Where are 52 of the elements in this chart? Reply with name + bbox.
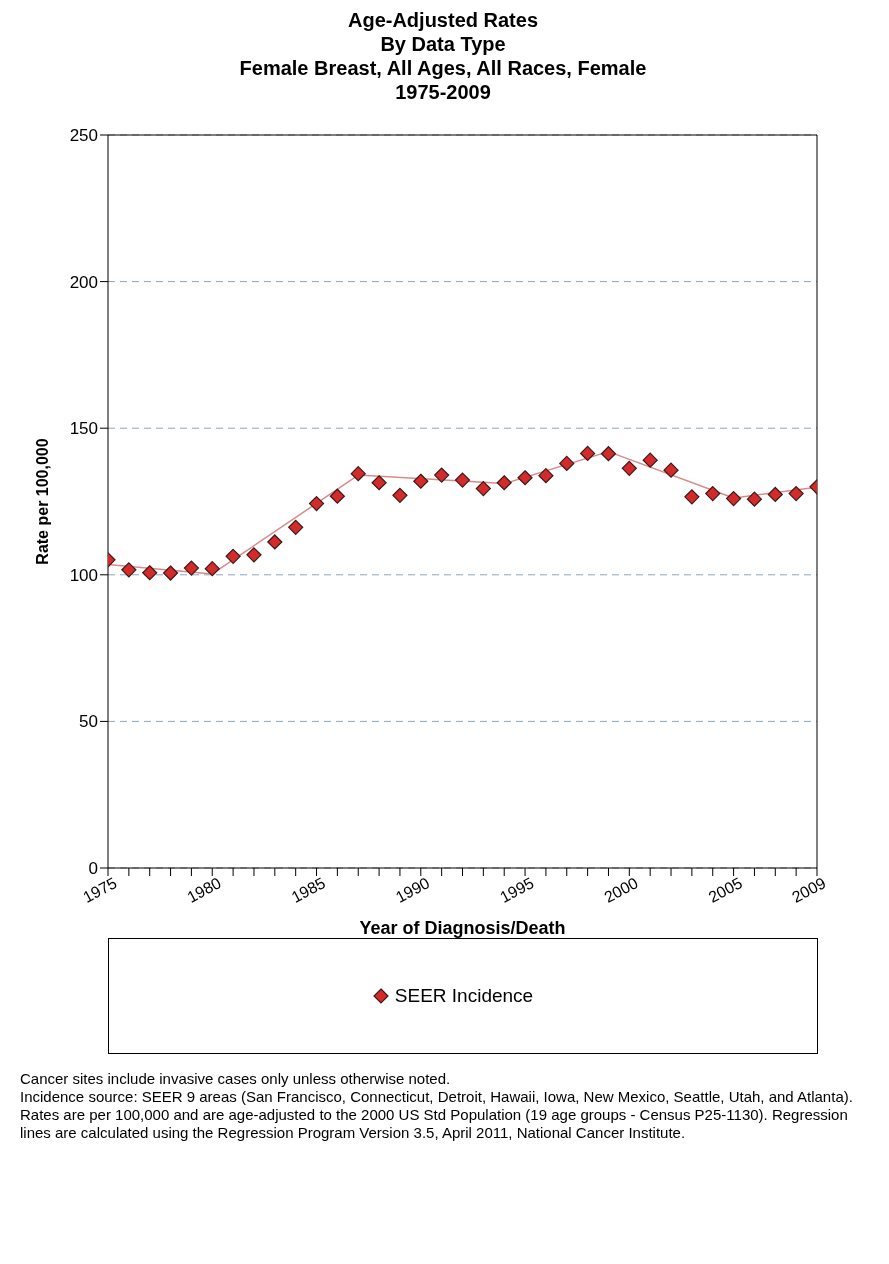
x-tick-label: 1985	[288, 874, 329, 906]
point	[580, 445, 596, 462]
y-tick-label: 50	[79, 712, 98, 732]
point	[142, 565, 158, 581]
point	[684, 489, 700, 505]
y-tick-label: 250	[69, 126, 98, 146]
point	[454, 472, 471, 488]
point	[371, 475, 387, 491]
x-tick-label: 1990	[392, 874, 433, 906]
point	[392, 487, 408, 503]
point	[600, 446, 617, 462]
text: Rates are per 100,000 and are age-adjusted to the 2000 US Std Population (19 age groups - Census P25-1130). Regression lines are calculated using the Regression Program Version 3.5, April 2011, National Cancer Institute.	[20, 1106, 849, 1142]
legend-label: SEER Incidence	[394, 985, 534, 1007]
point	[746, 491, 763, 507]
x-tick-label: 1980	[184, 874, 224, 906]
point	[621, 460, 637, 476]
text: Cancer sites include invasive cases only unless otherwise noted.	[20, 1070, 452, 1088]
point	[434, 467, 450, 483]
point	[225, 548, 241, 564]
text: Incidence source: SEER 9 areas (San Francisco, Connecticut, Detroit, Hawaii, Iowa, New Mexico, Seattle, Utah, and Atlanta).	[20, 1088, 854, 1106]
point	[267, 534, 283, 550]
point	[663, 462, 679, 478]
point	[496, 475, 512, 491]
x-tick-label: 1995	[497, 874, 537, 906]
y-tick-label: 100	[69, 565, 98, 585]
point	[329, 488, 345, 504]
point	[475, 481, 491, 497]
x-tick-label: 2000	[601, 874, 641, 906]
y-axis-title: Rate per 100,000	[33, 438, 51, 565]
point	[350, 466, 366, 482]
point	[288, 519, 304, 535]
point	[559, 455, 575, 471]
x-tick-label: 2005	[705, 874, 746, 906]
y-tick-label: 150	[69, 419, 98, 439]
point	[246, 547, 262, 563]
point	[725, 490, 742, 507]
point	[705, 485, 721, 502]
x-axis-title: Year of Diagnosis/Death	[359, 918, 566, 938]
point	[183, 560, 200, 576]
y-tick-label: 200	[69, 272, 98, 292]
point	[538, 468, 554, 484]
x-tick-label: 2009	[789, 874, 829, 906]
point	[767, 486, 783, 503]
point	[308, 495, 325, 512]
point	[517, 470, 533, 486]
point	[204, 561, 220, 577]
point	[121, 562, 137, 578]
chart-title: Age-Adjusted Rates By Data Type Female Breast, All Ages, All Races, Female 1975-2009	[238, 8, 648, 104]
point	[162, 565, 179, 581]
point	[788, 485, 804, 502]
point	[413, 473, 429, 489]
point	[642, 452, 658, 468]
